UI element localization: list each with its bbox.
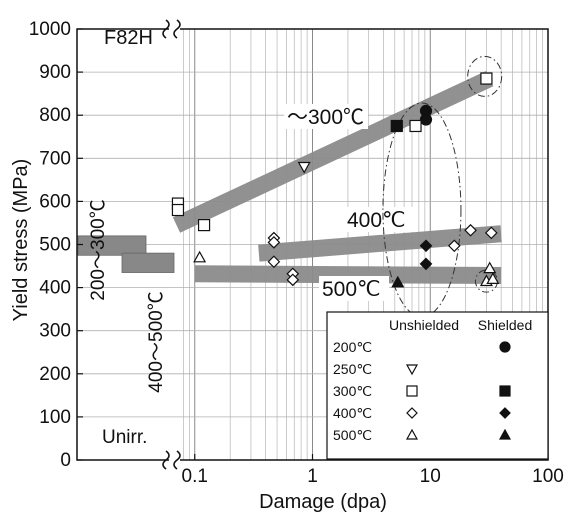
trend-band-label: 〜300℃ <box>287 106 364 129</box>
legend-entry-label: 300℃ <box>333 383 372 399</box>
material-label: F82H <box>104 27 153 49</box>
data-point <box>197 219 211 232</box>
data-point <box>171 203 185 217</box>
y-axis-title: Yield stress (MPa) <box>10 159 32 322</box>
y-tick-label: 200 <box>39 364 71 385</box>
data-point <box>286 273 300 287</box>
axes: 0 100 200 300 400 500 600 700 800 900 1000 0.1 1 10 10… <box>29 19 564 487</box>
x-tick-label: 10 <box>420 466 441 487</box>
y-tick-label: 800 <box>39 105 71 126</box>
data-point <box>267 255 281 269</box>
legend-marker-shielded <box>499 341 511 353</box>
legend-entry-label: 400℃ <box>333 405 372 421</box>
y-tick-label: 600 <box>39 191 71 212</box>
data-point <box>391 275 405 288</box>
y-tick-label: 400 <box>39 278 71 299</box>
legend-header-unshielded: Unshielded <box>389 317 459 333</box>
data-point <box>480 72 493 85</box>
x-tick-label: 1 <box>307 466 318 487</box>
unirradiated-band <box>77 235 147 256</box>
axis-break-mark <box>173 450 181 470</box>
x-tick-label: 100 <box>532 466 564 487</box>
data-point <box>486 272 500 284</box>
unirradiated-bands: 200〜300℃ 400〜500℃ <box>77 199 175 393</box>
data-point <box>419 239 433 253</box>
y-tick-label: 700 <box>39 148 71 169</box>
x-tick-label: 0.1 <box>182 466 208 487</box>
y-tick-label: 0 <box>60 450 71 471</box>
legend-marker-unshielded <box>406 385 418 397</box>
trend-band-label: 500℃ <box>322 278 381 301</box>
legend-entry-label: 200℃ <box>333 339 372 355</box>
legend-marker-shielded <box>499 385 511 397</box>
unirradiated-band-label: 200〜300℃ <box>88 199 109 300</box>
legend-header-shielded: Shielded <box>478 317 533 333</box>
y-tick-label: 1000 <box>29 19 71 40</box>
data-point <box>297 161 311 174</box>
legend-box <box>326 311 549 460</box>
axis-break-mark <box>173 19 181 39</box>
legend-marker-shielded <box>499 407 511 419</box>
unirradiated-label: Unirr. <box>102 427 147 448</box>
legend-marker-unshielded <box>406 407 418 419</box>
trend-band <box>194 265 502 285</box>
axis-break-bottom-gap <box>169 452 180 468</box>
legend-marker-unshielded <box>405 364 419 376</box>
y-tick-label: 100 <box>39 407 71 428</box>
data-point <box>419 257 433 271</box>
trend-band <box>172 70 494 233</box>
trend-band-label: 400℃ <box>347 209 406 232</box>
trend-band-label-bg <box>284 104 368 129</box>
axis-break-mark <box>162 450 170 470</box>
legend-marker-shielded <box>498 428 512 440</box>
legend-entry-label: 250℃ <box>333 361 372 377</box>
y-tick-label: 500 <box>39 235 71 256</box>
trend-band <box>258 225 502 262</box>
data-point <box>447 239 461 253</box>
data-point <box>267 235 281 249</box>
data-point <box>464 223 477 237</box>
data-point <box>419 113 433 126</box>
x-axis-title: Damage (dpa) <box>259 491 387 513</box>
data-point <box>193 250 207 263</box>
y-tick-label: 300 <box>39 321 71 342</box>
data-point <box>484 226 498 240</box>
data-point <box>390 119 403 133</box>
data-point <box>483 261 497 274</box>
trend-band-label-bg <box>344 207 414 232</box>
y-tick-label: 900 <box>39 62 71 83</box>
data-point <box>409 119 422 133</box>
legend: Unshielded Shielded 200℃ 250℃ 300℃ 400℃ 500℃ <box>326 311 549 460</box>
axis-break-top-gap <box>169 21 180 37</box>
highlight-ellipse <box>467 55 503 97</box>
legend-marker-unshielded <box>405 428 419 440</box>
data-points <box>171 72 500 288</box>
trend-bands: 〜300℃ 400℃ 500℃ <box>172 70 502 301</box>
trend-band-label-bg <box>319 276 389 301</box>
unirradiated-band-label: 400〜500℃ <box>146 291 167 392</box>
legend-entry-label: 500℃ <box>333 427 372 443</box>
unirradiated-band <box>121 252 175 273</box>
axis-break-mark <box>162 19 170 39</box>
